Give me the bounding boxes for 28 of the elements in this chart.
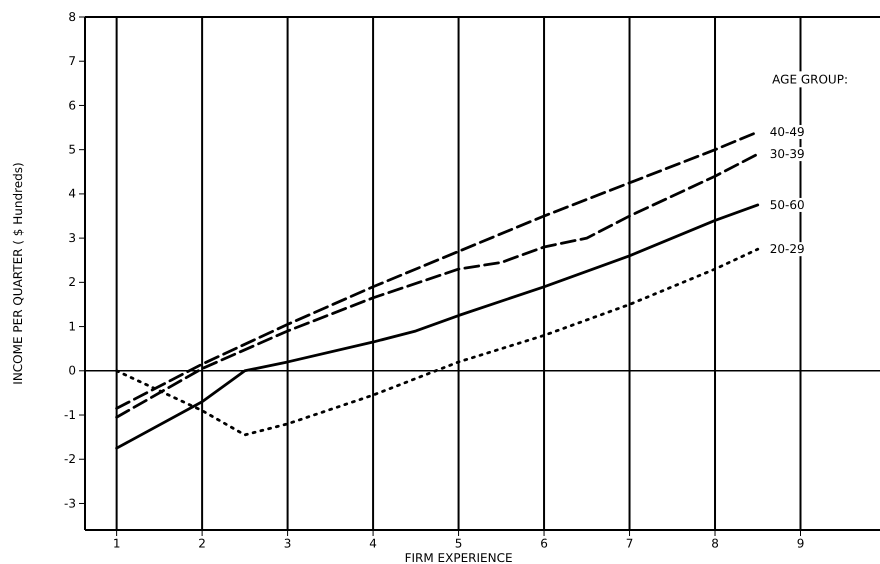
y-tick-label: 2 xyxy=(68,275,76,290)
y-tick-label: 7 xyxy=(68,54,76,68)
x-tick-label: 7 xyxy=(626,536,634,551)
y-tick-label: 5 xyxy=(68,142,76,157)
y-tick-label: 6 xyxy=(68,98,76,112)
y-tick-label: 0 xyxy=(68,364,76,378)
y-tick-label: -3 xyxy=(64,496,76,510)
y-tick-label: -1 xyxy=(64,408,76,422)
series-label: 40-49 xyxy=(770,124,805,139)
x-tick-label: 6 xyxy=(540,536,548,551)
x-tick-label: 9 xyxy=(796,536,804,551)
x-tick-label: 5 xyxy=(454,536,462,551)
series-label: 30-39 xyxy=(770,147,805,162)
y-tick-label: 3 xyxy=(68,230,76,245)
x-tick-label: 8 xyxy=(711,536,719,551)
y-axis-title: INCOME PER QUARTER ( $ Hundreds) xyxy=(11,162,25,385)
y-tick-label: 8 xyxy=(68,10,76,24)
x-tick-label: 3 xyxy=(284,536,292,551)
x-axis-title: FIRM EXPERIENCE xyxy=(404,551,513,564)
x-tick-label: 1 xyxy=(112,536,120,551)
x-tick-label: 4 xyxy=(369,536,377,551)
series-label: 50-60 xyxy=(770,198,805,212)
y-tick-label: 4 xyxy=(68,186,76,201)
y-tick-label: 1 xyxy=(68,319,76,334)
y-tick-label: -2 xyxy=(64,452,76,466)
legend-title: AGE GROUP: xyxy=(772,72,848,86)
x-tick-label: 2 xyxy=(198,536,206,551)
series-label: 20-29 xyxy=(770,242,805,256)
